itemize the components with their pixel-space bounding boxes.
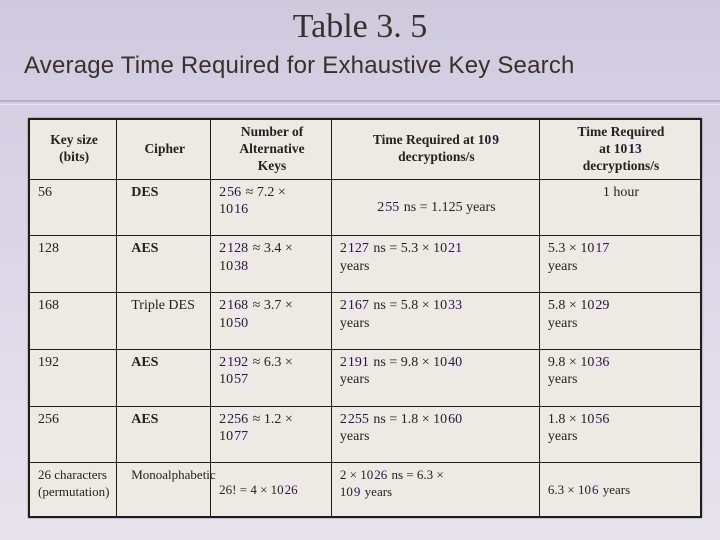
slide-title: Table 3. 5	[18, 8, 702, 46]
table-row: 192 AES 2192 ≈ 6.3 × 1057 2191 ns = 9.8 …	[30, 349, 701, 406]
cell-altkeys: 2128 ≈ 3.4 × 1038	[211, 236, 332, 293]
cell-keysize: 192	[30, 349, 117, 406]
col-header-keysize: Key size(bits)	[30, 120, 117, 180]
cell-altkeys: 26! = 4 × 1026	[211, 463, 332, 517]
cell-keysize: 256	[30, 406, 117, 463]
cell-time-1e13: 6.3 × 106 years	[539, 463, 700, 517]
cell-time-1e9: 255 ns = 1.125 years	[331, 179, 539, 236]
cell-keysize: 56	[30, 179, 117, 236]
table-row: 56 DES 256 ≈ 7.2 × 1016 255 ns = 1.125 y…	[30, 179, 701, 236]
cell-time-1e13: 1.8 × 1056 years	[539, 406, 700, 463]
heading-divider-1	[0, 100, 720, 102]
cell-altkeys: 2168 ≈ 3.7 × 1050	[211, 293, 332, 350]
col-header-altkeys: Number of Alternative Keys	[211, 120, 332, 180]
cell-altkeys: 2256 ≈ 1.2 × 1077	[211, 406, 332, 463]
col-header-cipher: Cipher	[117, 120, 211, 180]
cell-cipher: AES	[117, 236, 211, 293]
cell-time-1e13: 5.8 × 1029 years	[539, 293, 700, 350]
cell-time-1e9: 2 × 1026 ns = 6.3 × 109 years	[331, 463, 539, 517]
col-header-time-1e13: Time Required at 1013 decryptions/s	[539, 120, 700, 180]
cell-cipher: Monoalphabetic	[117, 463, 211, 517]
table-row: 128 AES 2128 ≈ 3.4 × 1038 2127 ns = 5.3 …	[30, 236, 701, 293]
cell-time-1e13: 5.3 × 1017 years	[539, 236, 700, 293]
col-header-time-1e9: Time Required at 109 decryptions/s	[331, 120, 539, 180]
cell-time-1e9: 2127 ns = 5.3 × 1021 years	[331, 236, 539, 293]
cell-cipher: Triple DES	[117, 293, 211, 350]
cell-keysize: 26 characters(permutation)	[30, 463, 117, 517]
table-header-row: Key size(bits) Cipher Number of Alternat…	[30, 120, 701, 180]
cell-keysize: 168	[30, 293, 117, 350]
cell-time-1e13: 1 hour	[539, 179, 700, 236]
cell-cipher: DES	[117, 179, 211, 236]
slide-subtitle: Average Time Required for Exhaustive Key…	[18, 52, 702, 80]
cell-altkeys: 256 ≈ 7.2 × 1016	[211, 179, 332, 236]
cell-time-1e9: 2167 ns = 5.8 × 1033 years	[331, 293, 539, 350]
slide: Table 3. 5 Average Time Required for Exh…	[0, 0, 720, 540]
cell-cipher: AES	[117, 406, 211, 463]
cell-time-1e9: 2255 ns = 1.8 × 1060 years	[331, 406, 539, 463]
heading-divider-2	[0, 104, 720, 105]
cell-time-1e9: 2191 ns = 9.8 × 1040 years	[331, 349, 539, 406]
cell-altkeys: 2192 ≈ 6.3 × 1057	[211, 349, 332, 406]
cell-time-1e13: 9.8 × 1036 years	[539, 349, 700, 406]
table-row: 26 characters(permutation) Monoalphabeti…	[30, 463, 701, 517]
table-row: 168 Triple DES 2168 ≈ 3.7 × 1050 2167 ns…	[30, 293, 701, 350]
table-container: Key size(bits) Cipher Number of Alternat…	[28, 118, 702, 518]
key-search-table: Key size(bits) Cipher Number of Alternat…	[29, 119, 701, 517]
cell-keysize: 128	[30, 236, 117, 293]
cell-cipher: AES	[117, 349, 211, 406]
table-row: 256 AES 2256 ≈ 1.2 × 1077 2255 ns = 1.8 …	[30, 406, 701, 463]
